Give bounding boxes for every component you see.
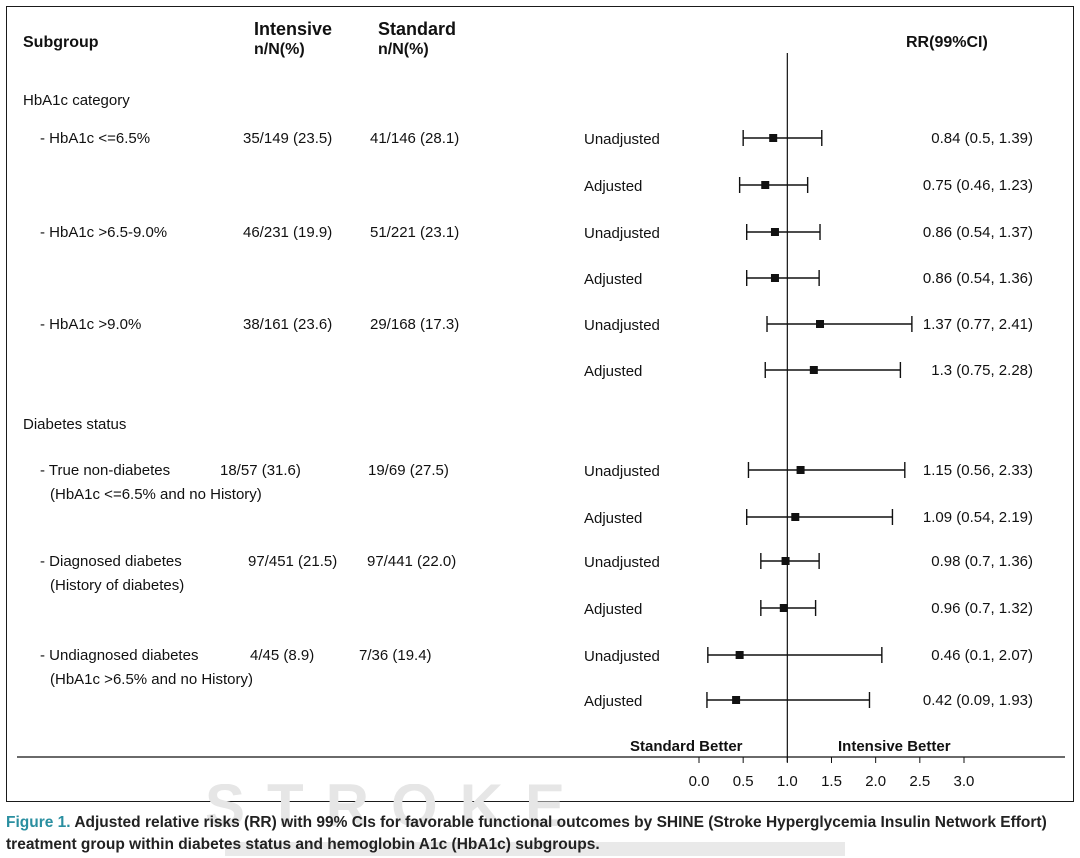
subgroup-sublabel: (History of diabetes) bbox=[50, 577, 184, 594]
subgroup-sublabel: (HbA1c >6.5% and no History) bbox=[50, 671, 253, 688]
standard-value: 51/221 (23.1) bbox=[370, 224, 459, 241]
rr-point bbox=[781, 557, 790, 565]
header-standard: Standard bbox=[378, 19, 456, 39]
subgroup-label: - HbA1c >9.0% bbox=[40, 316, 141, 333]
x-tick-label: 2.5 bbox=[909, 773, 930, 790]
header-rr: RR(99%CI) bbox=[906, 34, 988, 51]
rr-point bbox=[770, 274, 779, 282]
standard-value: 41/146 (28.1) bbox=[370, 130, 459, 147]
intensive-value: 46/231 (19.9) bbox=[243, 224, 332, 241]
column-headers: Subgroup Intensive n/N(%) Standard n/N(%… bbox=[23, 19, 988, 58]
rr-ci-label: 1.37 (0.77, 2.41) bbox=[923, 316, 1033, 333]
section-title: HbA1c category bbox=[23, 92, 130, 109]
caption-figure-label: Figure 1. bbox=[6, 814, 71, 831]
x-tick-label: 3.0 bbox=[954, 773, 975, 790]
estimate-type-label: Unadjusted bbox=[584, 554, 660, 571]
x-tick-label: 2.0 bbox=[865, 773, 886, 790]
rr-point bbox=[735, 651, 744, 659]
rr-point bbox=[796, 466, 805, 474]
estimate-type-label: Unadjusted bbox=[584, 225, 660, 242]
rr-point bbox=[770, 228, 779, 236]
intensive-better-label: Intensive Better bbox=[838, 738, 951, 755]
x-tick-label: 0.0 bbox=[689, 773, 710, 790]
watermark-logo: STROKE bbox=[205, 784, 588, 828]
standard-better-label: Standard Better bbox=[630, 738, 743, 755]
estimate-type-label: Adjusted bbox=[584, 271, 642, 288]
subgroup-label: - Diagnosed diabetes bbox=[40, 553, 182, 570]
rr-ci-label: 0.86 (0.54, 1.37) bbox=[923, 224, 1033, 241]
subgroup-sublabel: (HbA1c <=6.5% and no History) bbox=[50, 486, 262, 503]
forest-plot: Subgroup Intensive n/N(%) Standard n/N(%… bbox=[17, 19, 1065, 790]
subgroup-label: - True non-diabetes bbox=[40, 462, 170, 479]
rr-point bbox=[732, 696, 741, 704]
x-tick-label: 1.0 bbox=[777, 773, 798, 790]
rr-point bbox=[816, 320, 825, 328]
rr-point bbox=[761, 181, 770, 189]
estimate-type-label: Adjusted bbox=[584, 178, 642, 195]
standard-value: 97/441 (22.0) bbox=[367, 553, 456, 570]
intensive-value: 18/57 (31.6) bbox=[220, 462, 301, 479]
rr-point bbox=[791, 513, 800, 521]
standard-value: 19/69 (27.5) bbox=[368, 462, 449, 479]
subgroup-rows: HbA1c category - HbA1c <=6.5% 35/149 (23.5… bbox=[23, 92, 1033, 710]
subgroup-label: - Undiagnosed diabetes bbox=[40, 647, 198, 664]
rr-ci-label: 0.46 (0.1, 2.07) bbox=[931, 647, 1033, 664]
rr-ci-label: 0.96 (0.7, 1.32) bbox=[931, 600, 1033, 617]
standard-value: 29/168 (17.3) bbox=[370, 316, 459, 333]
caption-text: Adjusted relative risks (RR) with 99% CI… bbox=[6, 814, 1047, 853]
estimate-type-label: Adjusted bbox=[584, 363, 642, 380]
x-axis: Standard Better Intensive Better 0.0 0.5 1.0… bbox=[17, 738, 1065, 790]
intensive-value: 4/45 (8.9) bbox=[250, 647, 314, 664]
header-standard-unit: n/N(%) bbox=[378, 41, 429, 58]
figure-frame: Subgroup Intensive n/N(%) Standard n/N(%… bbox=[6, 6, 1074, 802]
rr-ci-label: 0.98 (0.7, 1.36) bbox=[931, 553, 1033, 570]
estimate-type-label: Adjusted bbox=[584, 693, 642, 710]
estimate-type-label: Unadjusted bbox=[584, 648, 660, 665]
header-intensive: Intensive bbox=[254, 19, 332, 39]
estimate-type-label: Adjusted bbox=[584, 510, 642, 527]
rr-ci-label: 0.75 (0.46, 1.23) bbox=[923, 177, 1033, 194]
header-intensive-unit: n/N(%) bbox=[254, 41, 305, 58]
rr-ci-label: 1.3 (0.75, 2.28) bbox=[931, 362, 1033, 379]
estimate-type-label: Unadjusted bbox=[584, 131, 660, 148]
estimate-type-label: Adjusted bbox=[584, 601, 642, 618]
caption-highlight bbox=[225, 842, 845, 856]
rr-ci-label: 1.09 (0.54, 2.19) bbox=[923, 509, 1033, 526]
rr-ci-label: 0.42 (0.09, 1.93) bbox=[923, 692, 1033, 709]
estimate-type-label: Unadjusted bbox=[584, 317, 660, 334]
header-subgroup: Subgroup bbox=[23, 34, 99, 51]
standard-value: 7/36 (19.4) bbox=[359, 647, 432, 664]
x-tick-label: 0.5 bbox=[733, 773, 754, 790]
rr-point bbox=[779, 604, 788, 612]
rr-ci-label: 0.84 (0.5, 1.39) bbox=[931, 130, 1033, 147]
intensive-value: 35/149 (23.5) bbox=[243, 130, 332, 147]
x-tick-label: 1.5 bbox=[821, 773, 842, 790]
subgroup-label: - HbA1c >6.5-9.0% bbox=[40, 224, 167, 241]
figure-caption: Figure 1. Adjusted relative risks (RR) w… bbox=[6, 812, 1074, 856]
rr-point bbox=[809, 366, 818, 374]
subgroup-label: - HbA1c <=6.5% bbox=[40, 130, 150, 147]
rr-point bbox=[769, 134, 778, 142]
intensive-value: 38/161 (23.6) bbox=[243, 316, 332, 333]
rr-ci-label: 1.15 (0.56, 2.33) bbox=[923, 462, 1033, 479]
estimate-type-label: Unadjusted bbox=[584, 463, 660, 480]
section-title: Diabetes status bbox=[23, 416, 126, 433]
forest-marks bbox=[706, 53, 913, 762]
rr-ci-label: 0.86 (0.54, 1.36) bbox=[923, 270, 1033, 287]
intensive-value: 97/451 (21.5) bbox=[248, 553, 337, 570]
